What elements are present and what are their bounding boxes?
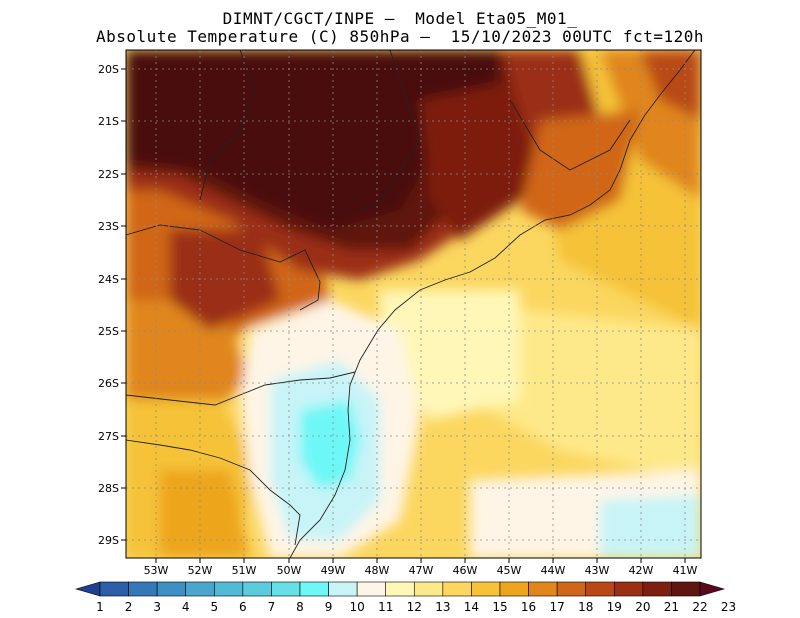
coastlines-borders (126, 50, 696, 558)
colorbar-swatch (328, 581, 358, 597)
colorbar-label: 9 (325, 600, 333, 614)
lon-label: 45W (497, 564, 522, 577)
lon-label: 52W (188, 564, 213, 577)
colorbar-swatch (413, 581, 444, 597)
lon-label: 44W (541, 564, 566, 577)
colorbar (74, 581, 726, 597)
colorbar-swatch (299, 581, 329, 597)
colorbar-swatch (556, 581, 587, 597)
colorbar-label: 4 (182, 600, 190, 614)
lat-label: 22S (98, 168, 119, 181)
lon-label: 46W (453, 564, 478, 577)
lon-label: 48W (365, 564, 390, 577)
colorbar-label: 14 (464, 600, 479, 614)
colorbar-label: 13 (435, 600, 450, 614)
map-title-line2: Absolute Temperature (C) 850hPa – 15/10/… (96, 27, 704, 46)
colorbar-swatch (613, 581, 644, 597)
colorbar-label: 22 (692, 600, 707, 614)
temperature-field (126, 50, 701, 558)
colorbar-label: 19 (607, 600, 622, 614)
colorbar-label: 1 (96, 600, 104, 614)
lat-label: 21S (98, 115, 119, 128)
longitude-labels: 53W 52W 51W 50W 49W 48W 47W 46W 45W 44W … (144, 564, 698, 577)
colorbar-swatch (699, 581, 726, 597)
colorbar-label: 16 (521, 600, 536, 614)
lat-lon-grid (126, 50, 701, 558)
lon-label: 50W (277, 564, 302, 577)
lat-label: 25S (98, 325, 119, 338)
colorbar-swatch (471, 581, 501, 597)
axis-ticks (121, 68, 686, 563)
lon-label: 41W (673, 564, 698, 577)
colorbar-labels: 1 2 3 4 5 6 7 8 9 10 11 12 13 14 15 16 17 18 19 20 21 22 23 (96, 600, 736, 614)
colorbar-swatch (442, 581, 472, 597)
colorbar-swatch (271, 581, 301, 597)
lon-label: 47W (409, 564, 434, 577)
colorbar-label: 3 (153, 600, 161, 614)
colorbar-swatch (585, 581, 615, 597)
lon-label: 43W (585, 564, 610, 577)
latitude-labels: 20S 21S 22S 23S 24S 25S 26S 27S 28S 29S (98, 63, 119, 547)
colorbar-swatch (671, 581, 701, 597)
colorbar-swatch (74, 581, 101, 597)
colorbar-swatch (385, 581, 415, 597)
lon-label: 53W (144, 564, 169, 577)
lat-label: 27S (98, 430, 119, 443)
colorbar-label: 12 (407, 600, 422, 614)
colorbar-label: 17 (550, 600, 565, 614)
colorbar-label: 11 (378, 600, 393, 614)
colorbar-label: 2 (125, 600, 133, 614)
colorbar-swatch (213, 581, 244, 597)
colorbar-swatch (242, 581, 272, 597)
colorbar-label: 21 (664, 600, 679, 614)
lon-label: 51W (232, 564, 257, 577)
colorbar-label: 23 (721, 600, 736, 614)
lon-label: 42W (629, 564, 654, 577)
colorbar-swatch (356, 581, 387, 597)
lat-label: 28S (98, 482, 119, 495)
colorbar-label: 10 (350, 600, 365, 614)
lon-label: 49W (321, 564, 346, 577)
lat-label: 29S (98, 534, 119, 547)
colorbar-swatch (156, 581, 187, 597)
colorbar-swatch (185, 581, 215, 597)
colorbar-label: 7 (268, 600, 276, 614)
colorbar-label: 5 (210, 600, 218, 614)
colorbar-label: 20 (635, 600, 650, 614)
colorbar-label: 15 (492, 600, 507, 614)
colorbar-swatch (642, 581, 672, 597)
lat-label: 24S (98, 273, 119, 286)
map-frame (125, 49, 702, 559)
map-title-line1: DIMNT/CGCT/INPE – Model Eta05_M01_ (222, 9, 578, 28)
lat-label: 23S (98, 220, 119, 233)
colorbar-label: 8 (296, 600, 304, 614)
colorbar-swatch (99, 581, 129, 597)
lat-label: 20S (98, 63, 119, 76)
colorbar-label: 6 (239, 600, 247, 614)
colorbar-swatch (499, 581, 529, 597)
colorbar-label: 18 (578, 600, 593, 614)
lat-label: 26S (98, 377, 119, 390)
colorbar-swatch (528, 581, 558, 597)
colorbar-swatch (128, 581, 158, 597)
